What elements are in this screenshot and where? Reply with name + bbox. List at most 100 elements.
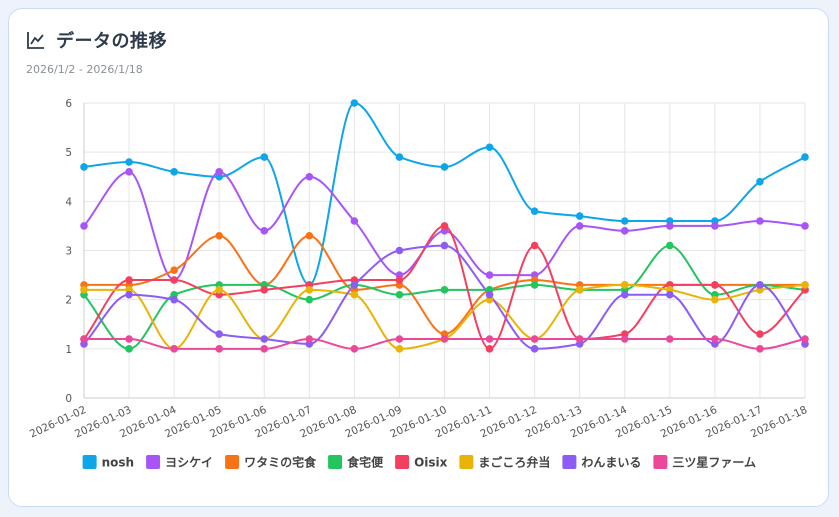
data-point-1[interactable] bbox=[80, 222, 88, 230]
data-point-7[interactable] bbox=[575, 335, 584, 343]
data-point-5[interactable] bbox=[575, 286, 584, 294]
data-point-0[interactable] bbox=[170, 168, 178, 176]
legend-item-2[interactable]: ワタミの宅食 bbox=[225, 455, 317, 470]
data-point-0[interactable] bbox=[440, 163, 449, 171]
data-point-0[interactable] bbox=[350, 99, 359, 107]
data-point-6[interactable] bbox=[485, 290, 494, 299]
legend-swatch bbox=[146, 455, 161, 469]
data-point-4[interactable] bbox=[756, 330, 764, 338]
data-point-0[interactable] bbox=[260, 153, 269, 161]
data-point-4[interactable] bbox=[530, 241, 539, 250]
data-point-3[interactable] bbox=[395, 290, 404, 299]
data-point-0[interactable] bbox=[530, 207, 539, 215]
data-point-5[interactable] bbox=[395, 345, 404, 353]
data-point-0[interactable] bbox=[395, 153, 404, 161]
data-point-2[interactable] bbox=[170, 266, 178, 274]
data-point-7[interactable] bbox=[260, 345, 269, 353]
data-point-7[interactable] bbox=[125, 335, 133, 343]
data-point-6[interactable] bbox=[756, 281, 764, 289]
legend-item-0[interactable]: nosh bbox=[82, 455, 134, 470]
legend-item-6[interactable]: わんまいる bbox=[562, 455, 641, 470]
data-point-1[interactable] bbox=[756, 217, 764, 225]
data-point-1[interactable] bbox=[620, 227, 629, 235]
data-point-1[interactable] bbox=[260, 227, 269, 235]
data-point-1[interactable] bbox=[801, 222, 809, 230]
data-point-7[interactable] bbox=[801, 335, 809, 343]
data-point-6[interactable] bbox=[170, 295, 178, 304]
data-point-1[interactable] bbox=[350, 217, 359, 225]
data-point-4[interactable] bbox=[170, 276, 178, 284]
data-point-5[interactable] bbox=[711, 295, 719, 304]
data-point-0[interactable] bbox=[801, 153, 809, 161]
data-point-7[interactable] bbox=[440, 335, 449, 343]
data-point-5[interactable] bbox=[80, 286, 88, 294]
data-point-7[interactable] bbox=[620, 335, 629, 343]
data-point-7[interactable] bbox=[756, 345, 764, 353]
legend-item-7[interactable]: 三ツ星ファーム bbox=[653, 455, 756, 470]
data-point-6[interactable] bbox=[440, 241, 449, 250]
data-point-1[interactable] bbox=[125, 168, 133, 176]
data-point-1[interactable] bbox=[215, 168, 223, 176]
data-point-7[interactable] bbox=[80, 335, 88, 343]
data-point-0[interactable] bbox=[80, 163, 88, 171]
data-point-0[interactable] bbox=[575, 212, 584, 220]
data-point-3[interactable] bbox=[305, 295, 314, 304]
data-point-6[interactable] bbox=[620, 290, 629, 299]
data-point-1[interactable] bbox=[711, 222, 719, 230]
legend-item-5[interactable]: まごころ弁当 bbox=[459, 455, 550, 470]
data-point-5[interactable] bbox=[350, 290, 359, 299]
data-point-6[interactable] bbox=[666, 290, 674, 299]
data-point-5[interactable] bbox=[305, 286, 314, 294]
data-point-2[interactable] bbox=[305, 231, 314, 240]
data-point-5[interactable] bbox=[801, 281, 809, 289]
series-line-4 bbox=[83, 224, 806, 350]
data-point-4[interactable] bbox=[440, 222, 449, 230]
data-point-7[interactable] bbox=[395, 335, 404, 343]
data-point-7[interactable] bbox=[666, 335, 674, 343]
data-point-6[interactable] bbox=[530, 345, 539, 353]
data-point-7[interactable] bbox=[170, 345, 178, 353]
data-point-4[interactable] bbox=[125, 276, 133, 284]
series-line-6 bbox=[83, 244, 806, 350]
data-point-7[interactable] bbox=[350, 345, 359, 353]
data-point-7[interactable] bbox=[305, 335, 314, 343]
data-point-7[interactable] bbox=[530, 335, 539, 343]
data-point-3[interactable] bbox=[440, 286, 449, 294]
data-point-2[interactable] bbox=[215, 231, 223, 240]
data-point-6[interactable] bbox=[260, 335, 269, 343]
data-point-4[interactable] bbox=[485, 345, 494, 353]
data-point-5[interactable] bbox=[215, 286, 223, 294]
data-point-0[interactable] bbox=[620, 217, 629, 225]
data-point-6[interactable] bbox=[215, 330, 223, 338]
data-point-6[interactable] bbox=[350, 281, 359, 289]
data-point-7[interactable] bbox=[485, 335, 494, 343]
legend-item-4[interactable]: Oisix bbox=[395, 455, 448, 470]
data-point-4[interactable] bbox=[395, 276, 404, 284]
data-point-0[interactable] bbox=[125, 158, 133, 166]
data-point-4[interactable] bbox=[260, 286, 269, 294]
data-point-3[interactable] bbox=[666, 241, 674, 250]
data-point-3[interactable] bbox=[530, 281, 539, 289]
data-point-1[interactable] bbox=[485, 271, 494, 279]
data-point-7[interactable] bbox=[215, 345, 223, 353]
legend-label: まごころ弁当 bbox=[478, 455, 550, 470]
data-point-7[interactable] bbox=[711, 335, 719, 343]
chart-title: データの推移 bbox=[56, 31, 167, 52]
data-point-3[interactable] bbox=[125, 345, 133, 353]
data-point-5[interactable] bbox=[620, 281, 629, 289]
data-point-0[interactable] bbox=[756, 177, 764, 186]
data-point-4[interactable] bbox=[711, 281, 719, 289]
date-range: 2026/1/2 - 2026/1/18 bbox=[26, 63, 143, 76]
data-point-6[interactable] bbox=[395, 246, 404, 255]
data-point-1[interactable] bbox=[575, 222, 584, 230]
data-point-0[interactable] bbox=[485, 143, 494, 152]
data-point-1[interactable] bbox=[666, 222, 674, 230]
y-tick-label: 3 bbox=[65, 246, 72, 258]
legend-item-3[interactable]: 食宅便 bbox=[328, 455, 384, 470]
data-point-1[interactable] bbox=[305, 172, 314, 181]
line-chart-icon bbox=[27, 32, 44, 49]
data-point-6[interactable] bbox=[125, 290, 133, 299]
legend-item-1[interactable]: ヨシケイ bbox=[146, 455, 213, 470]
legend-label: 三ツ星ファーム bbox=[672, 456, 756, 470]
